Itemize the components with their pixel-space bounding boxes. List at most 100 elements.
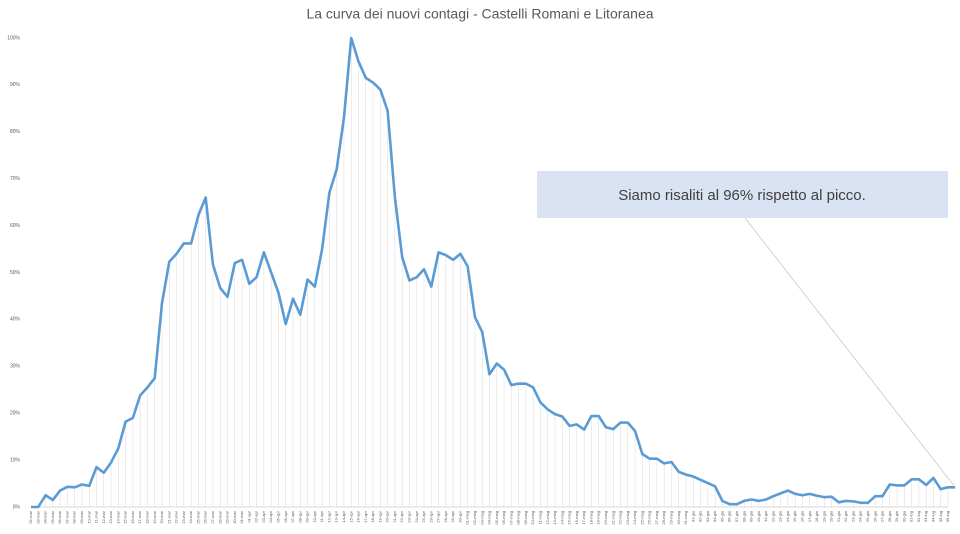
y-tick-label: 90% [10,82,21,88]
x-tick-label: 20-giu [829,511,834,522]
x-tick-label: 25-giu [865,511,870,522]
x-tick-label: 09-giu [749,511,754,522]
x-tick-label: 02-giu [698,511,703,522]
x-tick-label: 13-giu [778,511,783,522]
x-tick-label: 05-giu [719,511,724,522]
x-tick-label: 29-mar [225,510,230,523]
x-tick-label: 04-lug [931,511,936,522]
x-tick-label: 07-apr [290,510,295,522]
x-tick-label: 18-mar [145,510,150,523]
x-tick-label: 28-mar [217,510,222,523]
x-tick-label: 19-mag [596,511,601,525]
x-tick-label: 14-mag [559,511,564,525]
x-tick-label: 31-mag [683,511,688,525]
x-tick-label: 11-mag [538,511,543,524]
x-tick-label: 12-mar [101,510,106,523]
x-tick-label: 12-apr [326,510,331,522]
x-tick-label: 06-apr [283,510,288,522]
x-tick-label: 13-mar [108,510,113,523]
x-tick-label: 20-apr [385,510,390,522]
x-tick-label: 30-mar [232,510,237,523]
x-tick-label: 23-giu [850,511,855,522]
x-tick-label: 16-apr [356,510,361,522]
x-tick-label: 14-mar [115,510,120,523]
x-tick-label: 22-apr [399,510,404,522]
x-tick-label: 19-mar [152,510,157,523]
x-tick-label: 29-giu [894,511,899,522]
x-tick-label: 03-lug [923,511,928,522]
x-tick-label: 01-giu [690,511,695,522]
x-tick-label: 24-mag [632,511,637,525]
x-tick-label: 17-apr [363,510,368,522]
x-tick-label: 19-apr [377,510,382,522]
x-tick-label: 22-mag [618,511,623,525]
x-tick-label: 08-giu [741,511,746,522]
x-tick-label: 15-giu [792,511,797,522]
x-tick-label: 09-apr [305,510,310,522]
x-tick-label: 16-giu [800,511,805,522]
annotation-box [537,171,948,218]
x-tick-label: 07-mag [508,511,513,525]
chart-title: La curva dei nuovi contagi - Castelli Ro… [306,6,653,22]
x-tick-label: 26-giu [872,511,877,522]
x-tick-label: 01-lug [909,511,914,522]
x-tick-label: 05-apr [276,510,281,522]
y-tick-label: 80% [10,129,21,135]
x-tick-label: 24-apr [414,510,419,522]
x-tick-label: 27-mar [210,510,215,523]
x-tick-label: 30-apr [457,510,462,522]
x-tick-label: 20-mag [603,511,608,525]
x-tick-label: 13-mag [552,511,557,525]
x-tick-label: 05-lug [938,511,943,522]
x-tick-label: 09-mag [523,511,528,525]
y-tick-label: 60% [10,223,21,229]
x-tick-label: 25-apr [421,510,426,522]
x-tick-label: 21-apr [392,510,397,522]
x-tick-label: 08-mag [516,511,521,525]
x-tick-label: 06-mar [57,510,62,523]
x-tick-label: 27-giu [880,511,885,522]
x-tick-label: 26-apr [428,510,433,522]
x-tick-label: 05-mag [494,511,499,525]
x-tick-label: 21-mar [166,510,171,523]
x-tick-label: 14-apr [341,510,346,522]
x-tick-label: 09-mar [79,510,84,523]
x-tick-label: 13-apr [334,510,339,522]
x-tick-label: 08-apr [297,510,302,522]
x-tick-label: 04-mag [487,511,492,525]
x-tick-label: 27-mag [654,511,659,525]
x-tick-label: 23-apr [407,510,412,522]
x-tick-label: 18-mag [588,511,593,525]
x-tick-label: 24-giu [858,511,863,522]
annotation: Siamo risaliti al 96% rispetto al picco. [618,187,866,204]
x-tick-label: 28-apr [443,510,448,522]
x-tick-label: 18-giu [814,511,819,522]
x-tick-label: 29-apr [450,510,455,522]
x-tick-label: 08-mar [72,510,77,523]
x-tick-label: 01-mag [465,511,470,525]
x-tick-label: 15-mag [567,511,572,525]
x-tick-label: 27-apr [436,510,441,522]
x-tick-label: 17-giu [807,511,812,522]
x-tick-label: 02-lug [916,511,921,522]
x-tick-label: 11-apr [319,510,324,522]
x-tick-label: 30-mag [676,511,681,525]
x-tick-label: 24-mar [188,510,193,523]
x-tick-label: 10-mar [86,510,91,523]
x-tick-label: 11-mar [94,510,99,523]
y-tick-label: 100% [7,35,20,41]
x-tick-label: 03-apr [261,510,266,522]
x-tick-label: 16-mag [574,511,579,525]
x-tick-label: 04-mar [43,510,48,523]
x-tick-label: 06-lug [945,511,950,522]
x-tick-label: 16-mar [130,510,135,523]
y-tick-label: 50% [10,270,21,276]
y-tick-label: 40% [10,317,21,323]
x-tick-label: 23-mar [181,510,186,523]
x-tick-label: 17-mar [137,510,142,523]
x-tick-label: 30-giu [901,511,906,522]
x-tick-label: 04-apr [268,510,273,522]
x-tick-label: 15-apr [348,510,353,522]
x-tick-label: 31-mar [239,510,244,523]
